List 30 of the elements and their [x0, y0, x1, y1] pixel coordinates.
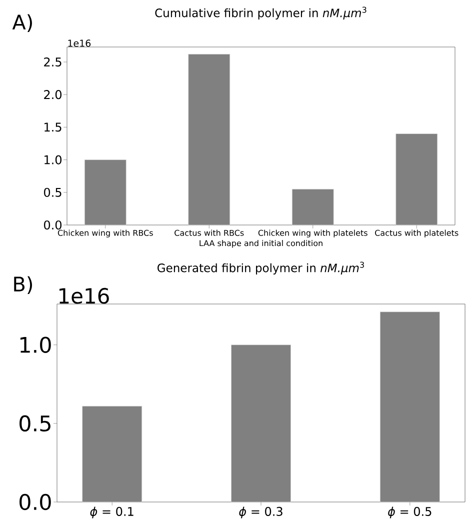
bar: [82, 406, 142, 502]
chart-title: Cumulative fibrin polymer in nM.µm$^{3}$: [155, 6, 366, 20]
bar: [396, 134, 438, 226]
x-tick-label: ϕ = 0.3: [239, 506, 282, 518]
bar: [231, 344, 291, 502]
y-tick-label: 0.5: [20, 415, 50, 432]
bar: [84, 160, 126, 226]
text: 1e16: [60, 288, 109, 304]
y-tick-label: 1.0: [20, 336, 51, 353]
bar: [380, 312, 440, 502]
y-tick-label: 1.5: [44, 122, 62, 132]
text: B): [14, 276, 32, 294]
y-tick-label: 0.0: [20, 494, 51, 510]
y-tick-label: 2.0: [44, 90, 62, 100]
y-tick-label: 2.5: [44, 57, 62, 67]
bar: [292, 188, 334, 226]
x-axis-title: LAA shape and initial condition: [200, 240, 322, 248]
x-tick-label: Chicken wing with RBCs: [58, 230, 153, 238]
x-tick-label: ϕ = 0.1: [90, 506, 134, 518]
y-tick-label: 1.0: [44, 155, 62, 164]
x-tick-label: Chicken wing with platelets: [258, 230, 368, 238]
y-tick-label: 0.0: [44, 220, 62, 230]
x-tick-label: Cactus with RBCs: [174, 230, 244, 236]
x-tick-label: ϕ = 0.5: [388, 506, 432, 518]
x-tick-label: Cactus with platelets: [375, 230, 458, 238]
y-tick-label: 0.5: [44, 188, 62, 197]
text: 1e16: [68, 40, 91, 47]
chart-title: Generated fibrin polymer in nM.µm$^{3}$: [158, 262, 364, 274]
bar: [188, 54, 230, 226]
text: A): [12, 14, 32, 32]
